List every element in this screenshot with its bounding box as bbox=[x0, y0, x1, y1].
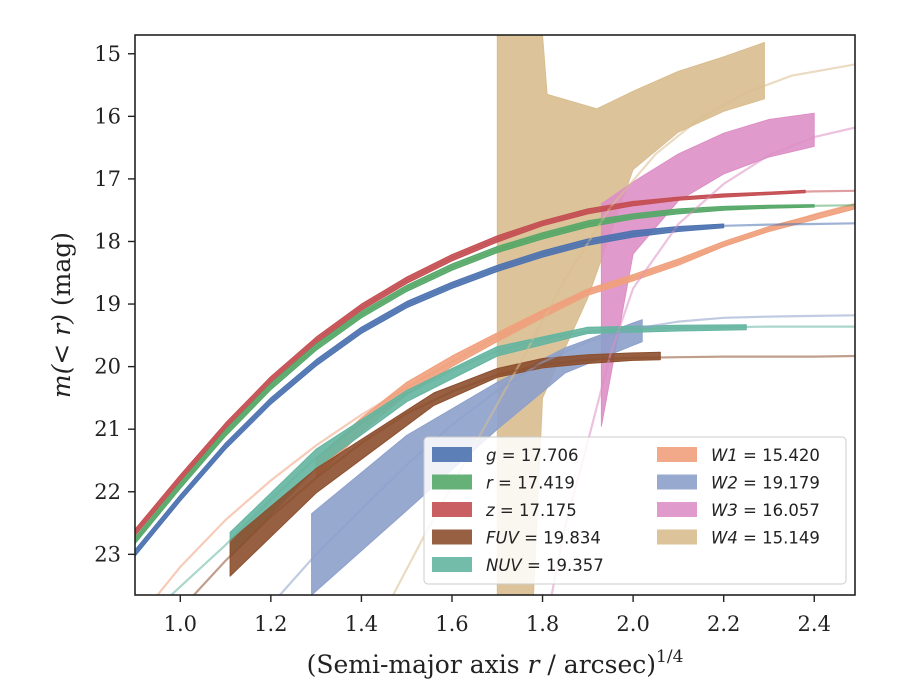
band-nuv bbox=[229, 324, 747, 558]
x-tick-label: 1.0 bbox=[164, 612, 197, 636]
legend-label-g: g = 17.706 bbox=[486, 446, 579, 465]
legend-swatch-z bbox=[432, 502, 472, 517]
y-tick-label: 20 bbox=[94, 355, 121, 379]
y-tick-label: 18 bbox=[94, 229, 121, 253]
legend-swatch-fuv bbox=[432, 529, 472, 545]
band-w3 bbox=[600, 112, 815, 427]
model-curve-fuv bbox=[193, 354, 855, 595]
model-curve-g bbox=[135, 222, 855, 554]
x-tick-label: 1.8 bbox=[526, 612, 559, 636]
y-tick-label: 21 bbox=[94, 417, 121, 441]
plot-frame bbox=[134, 34, 856, 596]
legend-label-r: r = 17.419 bbox=[486, 474, 575, 493]
y-tick-label: 15 bbox=[94, 42, 121, 66]
legend-label-nuv: NUV = 19.357 bbox=[486, 556, 604, 575]
model-curve-w1 bbox=[156, 202, 855, 595]
legend-swatch-nuv bbox=[432, 557, 472, 572]
legend-swatch-w1 bbox=[657, 447, 697, 462]
legend-label-w1: W1 = 15.420 bbox=[711, 446, 820, 465]
error-bands bbox=[135, 35, 855, 595]
x-tick-label: 2.2 bbox=[707, 612, 740, 636]
legend-label-fuv: FUV = 19.834 bbox=[486, 529, 601, 548]
band-r bbox=[135, 204, 815, 545]
band-w2 bbox=[311, 319, 643, 595]
legend-swatch-w4 bbox=[657, 529, 697, 545]
band-fuv bbox=[229, 351, 661, 577]
legend-swatch-w3 bbox=[657, 502, 697, 517]
x-axis-label: (Semi-major axis r / arcsec)1/4 bbox=[307, 647, 684, 679]
legend-label-w3: W3 = 16.057 bbox=[711, 501, 820, 520]
model-curve-nuv bbox=[170, 325, 855, 595]
x-tick-label: 2.4 bbox=[798, 612, 831, 636]
legend-label-z: z = 17.175 bbox=[485, 501, 577, 520]
legend-label-w2: W2 = 19.179 bbox=[711, 474, 820, 493]
legend-swatch-g bbox=[432, 447, 472, 462]
model-curves bbox=[135, 63, 855, 595]
x-tick-label: 1.2 bbox=[254, 612, 287, 636]
legend-label-w4: W4 = 15.149 bbox=[711, 529, 820, 548]
x-tick-label: 1.4 bbox=[345, 612, 378, 636]
y-tick-label: 23 bbox=[94, 542, 121, 566]
model-curve-w2 bbox=[279, 314, 855, 595]
band-g bbox=[135, 223, 725, 557]
x-tick-label: 2.0 bbox=[616, 612, 649, 636]
y-tick-label: 16 bbox=[94, 104, 121, 128]
legend-swatch-w2 bbox=[657, 474, 697, 490]
model-curve-r bbox=[135, 204, 855, 542]
y-tick-label: 17 bbox=[94, 167, 121, 191]
legend-swatch-r bbox=[432, 474, 472, 490]
legend-box bbox=[423, 436, 847, 585]
axes: 1.0 1.2 1.4 1.6 1.8 2.0 2.2 2.4 15 16 17 18 19 20 21 22… bbox=[47, 34, 856, 679]
model-curve-z bbox=[135, 189, 855, 534]
x-tick-label: 1.6 bbox=[435, 612, 468, 636]
y-tick-label: 22 bbox=[94, 480, 121, 504]
y-axis-label: m(< r) (mag) bbox=[47, 232, 76, 398]
legend: g = 17.706 r = 17.419 z = 17.175 FUV = 19.8… bbox=[423, 436, 847, 585]
band-w1 bbox=[315, 203, 855, 479]
y-tick-label: 19 bbox=[94, 292, 121, 316]
